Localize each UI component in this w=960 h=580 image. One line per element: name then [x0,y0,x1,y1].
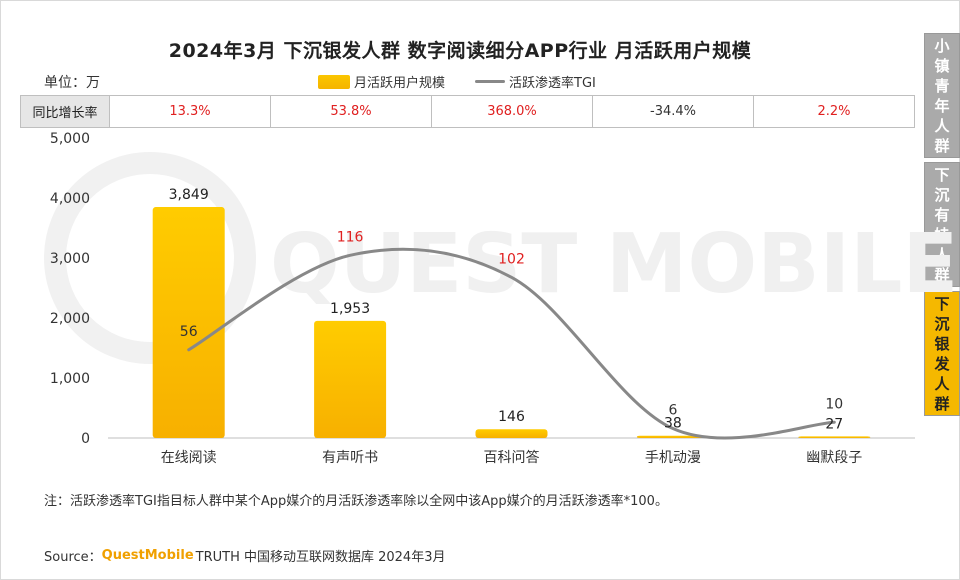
bar [152,207,225,438]
unit-label: 单位：万 [44,75,100,91]
chart-canvas: QUEST MOBILE 0 1,000 2,000 3,000 4,000 5,000 在… [44,131,958,466]
yoy-cell-2: 368.0% [432,96,593,127]
side-tab-small-town-youth[interactable]: 小镇青年人群 [924,33,960,158]
yoy-table: 同比增长率 13.3% 53.8% 368.0% -34.4% 2.2% [20,95,915,128]
y-tick-label: 4,000 [50,191,90,207]
y-tick-label: 1,000 [50,371,90,387]
axes: 0 1,000 2,000 3,000 4,000 5,000 在线阅读 有声听书 百科问答 手机… [50,131,915,466]
source-brand: QuestMobile [101,548,194,563]
chart-title: 2024年3月 下沉银发人群 数字阅读细分APP行业 月活跃用户规模 [168,40,752,62]
tgi-series-line [187,247,836,440]
yoy-label: 同比增长率 [21,96,110,127]
legend-line-swatch [475,80,506,83]
side-tab-sinking-seniors[interactable]: 下沉银发人群 [924,291,960,416]
x-tick-label: 在线阅读 [161,449,217,466]
legend-bar-swatch [318,74,350,89]
bars [152,207,871,438]
tgi-value-label: 56 [180,324,198,340]
legend: 月活跃用户规模 活跃渗透率TGI [318,72,596,91]
source-rest: TRUTH 中国移动互联网数据库 2024年3月 [195,550,446,565]
legend-line-label: 活跃渗透率TGI [509,76,596,91]
tgi-value-label: 10 [825,396,843,412]
footnote: 注：活跃渗透率TGI指目标人群中某个App媒介的月活跃渗透率除以全网中该App媒… [44,494,668,509]
bar-value-label: 3,849 [169,187,209,203]
bar [798,436,871,438]
bar [636,435,709,438]
yoy-cell-1: 53.8% [271,96,432,127]
data-labels: 3,849 1,953 146 38 27 56 116 102 6 10 [169,187,844,432]
y-tick-label: 5,000 [50,131,90,147]
bar-value-label: 146 [498,409,525,425]
side-tab-label: 下沉有娃人群 [934,165,950,284]
side-tab-label: 下沉银发人群 [934,294,950,413]
source-prefix: Source： [44,550,102,565]
x-tick-label: 百科问答 [484,449,540,466]
x-tick-label: 手机动漫 [645,450,701,466]
x-tick-label: 有声听书 [322,450,378,466]
yoy-cell-0: 13.3% [110,96,271,127]
bar-value-label: 38 [664,416,682,432]
y-tick-label: 3,000 [50,251,90,267]
tgi-value-label: 102 [498,251,525,267]
source-line: Source： QuestMobile TRUTH 中国移动互联网数据库 202… [44,546,445,565]
x-tick-label: 幽默段子 [806,450,862,466]
tgi-line [187,247,836,440]
bar [314,320,387,438]
legend-bar-label: 月活跃用户规模 [354,76,446,91]
yoy-cell-4: 2.2% [817,104,851,119]
y-tick-label: 0 [81,431,90,447]
bar-value-label: 1,953 [330,301,370,317]
side-tab-label: 小镇青年人群 [934,36,950,155]
y-tick-label: 2,000 [50,311,90,327]
tgi-value-label: 6 [668,403,677,419]
bar-value-label: 27 [825,416,843,432]
watermark-text: QUEST MOBILE [270,217,958,312]
tgi-value-label: 116 [337,229,364,245]
side-tab-sinking-parents[interactable]: 下沉有娃人群 [924,162,960,287]
watermark: QUEST MOBILE [44,152,958,364]
yoy-cell-3: -34.4% [593,96,754,127]
bar [475,429,548,438]
